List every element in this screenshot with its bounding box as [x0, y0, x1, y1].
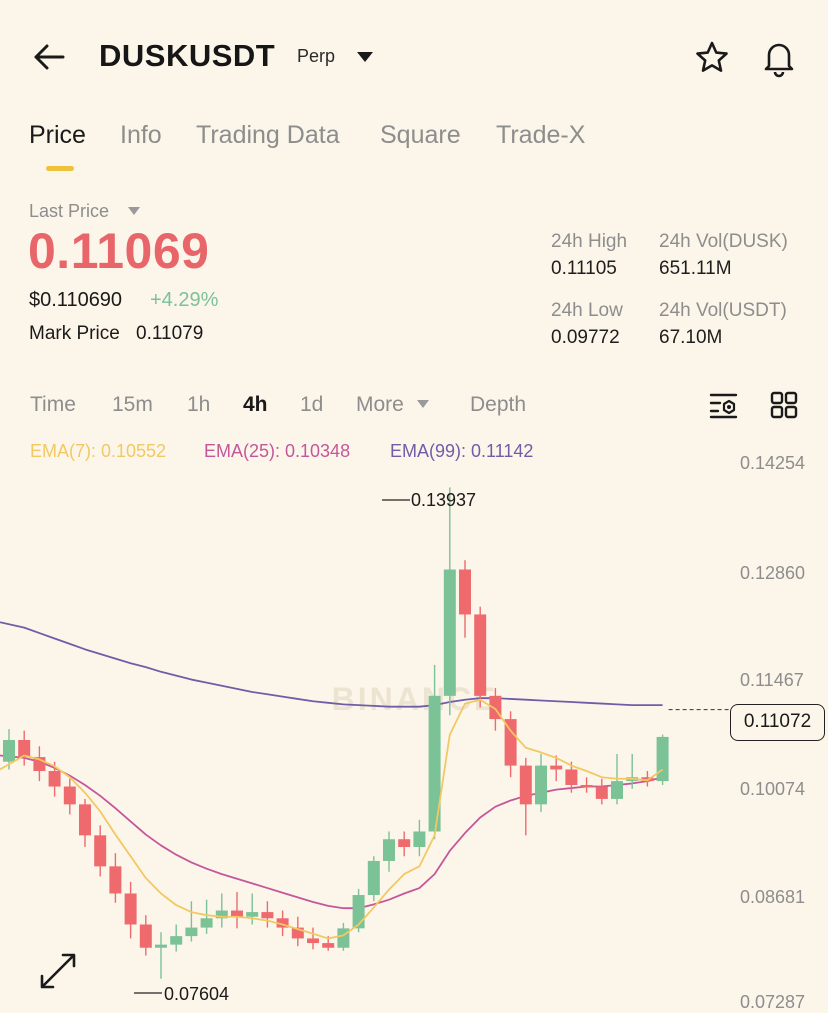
stat-vol-quote-value: 67.10M	[659, 327, 723, 348]
timeframe-1h[interactable]: 1h	[187, 393, 211, 416]
candle-body	[398, 839, 411, 847]
star-icon[interactable]	[693, 39, 731, 77]
back-arrow-icon[interactable]	[32, 42, 66, 72]
y-tick-4: 0.08681	[740, 887, 806, 907]
bell-icon[interactable]	[760, 38, 798, 78]
candle-body	[276, 918, 289, 928]
tab-trading-data[interactable]: Trading Data	[196, 121, 340, 149]
active-tab-indicator	[46, 166, 74, 171]
y-tick-5: 0.07287	[740, 992, 806, 1012]
candle-body	[535, 765, 547, 805]
ema99-line	[0, 621, 663, 708]
depth-tab[interactable]: Depth	[470, 393, 527, 416]
last-price-label[interactable]: Last Price	[29, 201, 110, 221]
candle-body	[63, 786, 76, 805]
tab-square[interactable]: Square	[380, 121, 461, 149]
ema25-legend: EMA(25): 0.10348	[204, 441, 351, 461]
candle-body	[124, 893, 137, 925]
y-tick-0: 0.14254	[740, 453, 806, 473]
low-annotation: 0.07604	[164, 984, 229, 1004]
candle-body	[504, 719, 517, 766]
dropdown-caret-icon[interactable]	[355, 50, 375, 64]
stat-low-label: 24h Low	[551, 300, 623, 321]
timeframe-time[interactable]: Time	[30, 393, 76, 416]
candle-body	[367, 860, 380, 896]
stat-high-label: 24h High	[551, 231, 628, 252]
tab-info[interactable]: Info	[120, 121, 162, 149]
ema7-line-group	[0, 698, 664, 940]
candle-body	[215, 910, 228, 919]
timeframe-more[interactable]: More	[356, 393, 404, 416]
expand-icon[interactable]	[38, 951, 78, 991]
candle-body	[291, 927, 304, 939]
mark-price-value: 0.11079	[136, 323, 204, 344]
candle-body	[79, 804, 91, 836]
chart-settings-icon[interactable]	[708, 391, 740, 419]
candle-body	[139, 924, 152, 948]
mark-price-label: Mark Price	[29, 323, 120, 344]
ema7-legend: EMA(7): 0.10552	[30, 441, 167, 461]
last-price-value: 0.11069	[28, 223, 210, 279]
candle-body	[94, 835, 107, 867]
candle-body	[48, 771, 61, 787]
usd-price: $0.110690	[29, 289, 123, 311]
candle-body	[383, 839, 395, 861]
candle-body	[155, 944, 167, 948]
timeframe-15m[interactable]: 15m	[112, 393, 153, 416]
candle-body	[18, 740, 31, 758]
timeframe-1d[interactable]: 1d	[300, 393, 324, 416]
candle-body	[474, 614, 487, 696]
candle-body	[3, 740, 15, 762]
candle-body	[656, 736, 669, 782]
ema7-line	[0, 698, 664, 940]
symbol-title[interactable]: DUSKUSDT	[99, 38, 276, 73]
contract-type-label[interactable]: Perp	[297, 46, 336, 66]
ema25-line	[0, 754, 663, 910]
candle-body	[200, 918, 213, 928]
candles-group	[3, 487, 669, 979]
candle-body	[322, 943, 335, 948]
ema99-legend: EMA(99): 0.11142	[390, 441, 534, 461]
candle-body	[595, 786, 608, 799]
candle-body	[185, 927, 198, 937]
stat-low-value: 0.09772	[551, 327, 620, 348]
candle-body	[413, 831, 426, 847]
y-tick-1: 0.12860	[740, 563, 806, 583]
stat-vol-quote-label: 24h Vol(USDT)	[659, 300, 787, 321]
candle-body	[550, 765, 563, 770]
candle-body	[231, 910, 243, 917]
candle-body	[307, 938, 319, 944]
more-caret-icon[interactable]	[415, 399, 431, 409]
candle-body	[641, 777, 654, 782]
tab-price[interactable]: Price	[29, 121, 86, 149]
grid-layout-icon[interactable]	[770, 391, 798, 419]
stat-vol-base-value: 651.11M	[659, 258, 732, 279]
candle-body	[428, 695, 441, 832]
tab-trade-x[interactable]: Trade-X	[496, 121, 586, 149]
candle-body	[261, 912, 274, 919]
high-annotation: 0.13937	[411, 490, 476, 510]
stat-high-value: 0.11105	[551, 258, 617, 279]
candle-body	[519, 765, 532, 805]
candle-body	[565, 769, 578, 785]
stat-vol-base-label: 24h Vol(DUSK)	[659, 231, 788, 252]
current-price-tag: 0.11072	[730, 704, 825, 741]
timeframe-4h[interactable]: 4h	[243, 393, 268, 416]
candle-body	[443, 569, 456, 696]
candle-body	[611, 781, 623, 799]
last-price-caret-icon[interactable]	[126, 206, 142, 216]
y-tick-3: 0.10074	[740, 779, 806, 799]
ema25-line-group	[0, 754, 663, 910]
candle-body	[170, 936, 183, 945]
candle-body	[109, 866, 122, 894]
price-change-percent: +4.29%	[150, 289, 219, 311]
y-tick-2: 0.11467	[740, 670, 804, 690]
candle-body	[459, 569, 471, 615]
ema99-line-group	[0, 621, 663, 708]
candle-body	[246, 912, 259, 917]
candle-body	[580, 784, 593, 787]
candlestick-chart[interactable]: BINANCE 0.13937 0.07604	[0, 460, 828, 1010]
